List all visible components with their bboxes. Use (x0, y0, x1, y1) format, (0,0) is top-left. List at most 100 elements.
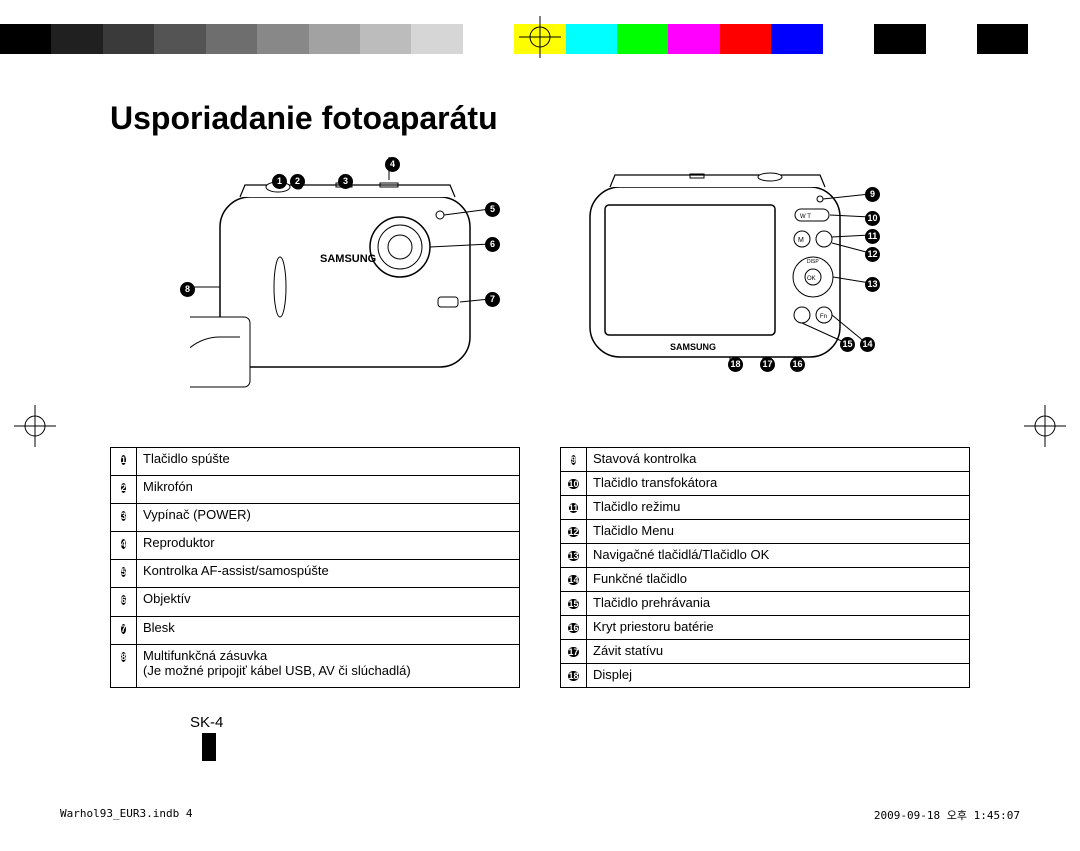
callout-marker: 5 (485, 202, 500, 217)
callout-marker: 8 (180, 282, 195, 297)
parts-table-right: 9Stavová kontrolka10Tlačidlo transfokáto… (560, 447, 970, 688)
table-row: 2Mikrofón (111, 476, 520, 504)
table-row: 8Multifunkčná zásuvka (Je možné pripojiť… (111, 644, 520, 687)
print-footer: Warhol93_EUR3.indb 4 2009-09-18 오후 1:45:… (60, 807, 1020, 823)
table-row: 12Tlačidlo Menu (561, 520, 970, 544)
svg-text:W T: W T (800, 214, 811, 220)
callout-marker: 13 (865, 277, 880, 292)
callout-marker: 17 (760, 357, 775, 372)
callout-marker: 11 (865, 229, 880, 244)
diagram-row: SAMSUNG 12 3 4 5 6 7 8 (110, 157, 970, 417)
table-row: 15Tlačidlo prehrávania (561, 592, 970, 616)
callout-marker: 3 (338, 174, 353, 189)
color-swatch (720, 24, 771, 54)
part-number: 2 (111, 476, 137, 504)
part-label: Stavová kontrolka (587, 448, 970, 472)
table-row: 17Závit statívu (561, 640, 970, 664)
table-row: 4Reproduktor (111, 532, 520, 560)
part-label: Displej (587, 664, 970, 688)
page-number-marker (202, 733, 216, 761)
color-swatch (1028, 24, 1079, 54)
table-row: 13Navigačné tlačidlá/Tlačidlo OK (561, 544, 970, 568)
page-content: Usporiadanie fotoaparátu (110, 100, 970, 688)
color-swatch (617, 24, 668, 54)
part-number: 8 (111, 644, 137, 687)
callout-marker: 1 (272, 174, 287, 189)
part-number: 3 (111, 504, 137, 532)
svg-text:SAMSUNG: SAMSUNG (670, 342, 716, 352)
callout-marker: 15 (840, 337, 855, 352)
callout-marker: 16 (790, 357, 805, 372)
table-row: 11Tlačidlo režimu (561, 496, 970, 520)
callout-marker: 6 (485, 237, 500, 252)
color-swatch (103, 24, 154, 54)
callout-marker: 4 (385, 157, 400, 172)
part-label: Tlačidlo Menu (587, 520, 970, 544)
table-row: 6Objektív (111, 588, 520, 616)
color-swatch (566, 24, 617, 54)
part-label: Funkčné tlačidlo (587, 568, 970, 592)
color-swatch (977, 24, 1028, 54)
color-swatch (771, 24, 822, 54)
color-swatch (874, 24, 925, 54)
svg-text:OK: OK (807, 276, 816, 282)
color-swatch (823, 24, 874, 54)
callout-marker: 7 (485, 292, 500, 307)
part-number: 9 (561, 448, 587, 472)
part-number: 18 (561, 664, 587, 688)
table-row: 1Tlačidlo spúšte (111, 448, 520, 476)
camera-front-diagram: SAMSUNG 12345678 (190, 157, 510, 417)
part-number: 1 (111, 448, 137, 476)
footer-filename: Warhol93_EUR3.indb 4 (60, 807, 192, 823)
part-number: 7 (111, 616, 137, 644)
table-row: 9Stavová kontrolka (561, 448, 970, 472)
page-title: Usporiadanie fotoaparátu (110, 100, 970, 137)
color-swatch (154, 24, 205, 54)
part-label: Tlačidlo transfokátora (587, 472, 970, 496)
color-swatch (360, 24, 411, 54)
color-swatch (668, 24, 719, 54)
part-number: 14 (561, 568, 587, 592)
part-number: 5 (111, 560, 137, 588)
part-number: 11 (561, 496, 587, 520)
part-label: Multifunkčná zásuvka (Je možné pripojiť … (137, 644, 520, 687)
page-number-text: SK-4 (190, 714, 223, 731)
svg-text:SAMSUNG: SAMSUNG (320, 253, 376, 265)
registration-mark-top (519, 16, 561, 58)
color-swatch (51, 24, 102, 54)
part-number: 4 (111, 532, 137, 560)
color-swatch (206, 24, 257, 54)
callout-marker: 12 (865, 247, 880, 262)
registration-mark-right (1024, 405, 1066, 447)
callout-marker: 10 (865, 211, 880, 226)
part-label: Reproduktor (137, 532, 520, 560)
part-label: Tlačidlo spúšte (137, 448, 520, 476)
part-label: Navigačné tlačidlá/Tlačidlo OK (587, 544, 970, 568)
part-label: Vypínač (POWER) (137, 504, 520, 532)
parts-tables: 1Tlačidlo spúšte2Mikrofón3Vypínač (POWER… (110, 447, 970, 688)
parts-table-left: 1Tlačidlo spúšte2Mikrofón3Vypínač (POWER… (110, 447, 520, 688)
color-swatch (463, 24, 514, 54)
part-number: 12 (561, 520, 587, 544)
part-label: Závit statívu (587, 640, 970, 664)
svg-text:M: M (798, 237, 804, 244)
callout-marker: 14 (860, 337, 875, 352)
part-number: 13 (561, 544, 587, 568)
table-row: 14Funkčné tlačidlo (561, 568, 970, 592)
page-number: SK-4 (190, 714, 223, 761)
camera-back-diagram: W T M OK DISP Fn SAMSUNG (570, 157, 890, 417)
callout-marker: 18 (728, 357, 743, 372)
part-label: Tlačidlo režimu (587, 496, 970, 520)
svg-text:Fn: Fn (820, 314, 827, 320)
part-label: Mikrofón (137, 476, 520, 504)
footer-timestamp: 2009-09-18 오후 1:45:07 (874, 807, 1020, 823)
part-number: 17 (561, 640, 587, 664)
part-label: Objektív (137, 588, 520, 616)
color-swatch (0, 24, 51, 54)
callout-marker: 9 (865, 187, 880, 202)
part-label: Tlačidlo prehrávania (587, 592, 970, 616)
color-swatch (309, 24, 360, 54)
color-swatch (257, 24, 308, 54)
table-row: 3Vypínač (POWER) (111, 504, 520, 532)
table-row: 10Tlačidlo transfokátora (561, 472, 970, 496)
